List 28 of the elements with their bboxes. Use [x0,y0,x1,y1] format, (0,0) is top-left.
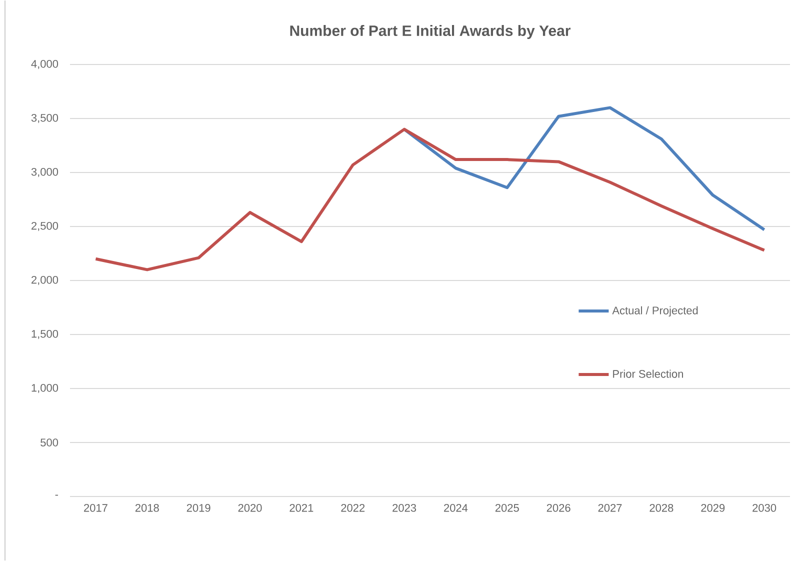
y-tick-label: 1,500 [32,330,58,340]
y-tick-label: 4,000 [31,60,58,70]
x-tick-label: 2021 [290,504,314,512]
y-tick-label: 3,000 [31,168,58,178]
x-tick-label: 2018 [135,504,159,512]
y-tick-label: 1,000 [32,384,58,394]
line-series [94,128,766,272]
y-tick-label: 500 [40,438,58,446]
x-tick-label: 2029 [701,504,725,512]
x-tick-label: 2020 [238,504,262,512]
x-tick-label: 2026 [546,504,570,512]
legend-label: Prior Selection [613,370,683,378]
x-tick-label: 2019 [186,504,210,512]
x-tick-label: 2022 [341,504,365,512]
x-tick-label: 2027 [598,504,622,512]
x-tick-label: 2024 [444,504,468,512]
x-tick-label: 2025 [495,504,519,512]
y-tick-label: 2,000 [32,276,58,286]
line-series [402,106,766,232]
x-tick-label: 2028 [650,504,674,512]
legend-label: Actual / Projected [612,306,698,317]
y-tick-label: 3,500 [31,114,58,124]
x-tick-label: 2030 [752,504,776,512]
x-tick-label: 2023 [392,504,416,512]
x-tick-label: 2017 [84,504,108,512]
y-tick-label: 2,500 [32,222,58,232]
chart-title: Number of Part E Initial Awards by Year [290,25,571,39]
y-tick-label: - [55,494,58,496]
